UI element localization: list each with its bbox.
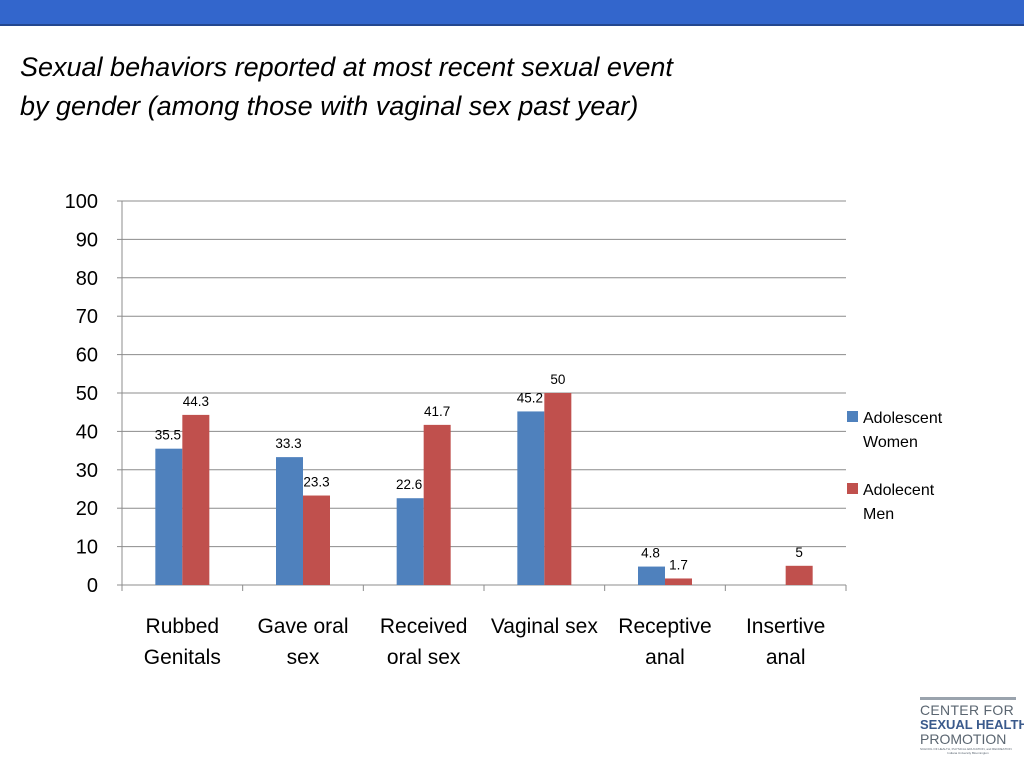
bar (638, 566, 665, 585)
top-banner (0, 0, 1024, 26)
bar (155, 448, 183, 585)
legend-label: Women (863, 434, 918, 451)
y-tick-label: 90 (76, 229, 98, 251)
data-label: 33.3 (275, 436, 301, 451)
y-tick-label: 100 (65, 191, 98, 213)
x-category-label: oral sex (387, 646, 461, 669)
x-category-label: Vaginal sex (491, 615, 599, 638)
data-label: 22.6 (396, 477, 422, 492)
legend-label: Adolescent (863, 410, 943, 427)
bar (423, 424, 451, 585)
logo-line-4: SCHOOL OF HEALTH, PHYSICAL EDUCATION, an… (920, 747, 1012, 751)
bar-chart: 0 10 20 30 40 50 60 70 80 90 100 35.5 44.3 Rubbed Geni… (65, 191, 943, 669)
y-tick-label: 0 (87, 575, 98, 597)
bar (665, 578, 692, 585)
y-tick-label: 60 (76, 345, 98, 367)
data-label: 35.5 (155, 428, 181, 443)
y-tick-label: 40 (76, 421, 98, 443)
bar (785, 565, 813, 585)
title-line-1: Sexual behaviors reported at most recent… (20, 52, 673, 82)
x-category-label: anal (766, 646, 806, 669)
x-category-label: Received (380, 615, 468, 638)
x-category-label: Insertive (746, 615, 825, 638)
bar (517, 411, 545, 585)
data-label: 23.3 (303, 475, 329, 490)
y-tick-label: 10 (76, 537, 98, 559)
logo-line-5: Indiana University Bloomington (947, 751, 989, 755)
logo-line-2: SEXUAL HEALTH (920, 717, 1024, 732)
y-tick-label: 70 (76, 306, 98, 328)
legend-swatch (847, 411, 858, 422)
y-tick-label: 50 (76, 383, 98, 405)
slide-title: Sexual behaviors reported at most recent… (20, 48, 780, 126)
x-category-label: Gave oral (257, 615, 348, 638)
logo-line-1: CENTER FOR (920, 702, 1014, 718)
y-tick-label: 30 (76, 460, 98, 482)
title-line-2: by gender (among those with vaginal sex … (20, 91, 639, 121)
data-label: 1.7 (669, 557, 688, 572)
logo-line-3: PROMOTION (920, 731, 1007, 747)
bar (544, 393, 572, 585)
data-label: 45.2 (517, 390, 543, 405)
data-label: 4.8 (641, 546, 660, 561)
bar (276, 457, 303, 585)
x-category-label: anal (645, 646, 685, 669)
bar (396, 498, 424, 585)
data-label: 50 (550, 372, 565, 387)
data-label: 41.7 (424, 404, 450, 419)
bar (182, 414, 210, 585)
y-tick-label: 20 (76, 498, 98, 520)
bar (303, 495, 330, 585)
center-logo: CENTER FOR SEXUAL HEALTH PROMOTION SCHOO… (920, 697, 1024, 759)
data-label: 5 (795, 545, 803, 560)
x-category-label: Genitals (144, 646, 221, 669)
x-category-label: Rubbed (146, 615, 220, 638)
legend-label: Men (863, 506, 894, 523)
logo-rule (920, 697, 1016, 700)
x-category-label: Receptive (618, 615, 711, 638)
y-tick-label: 80 (76, 268, 98, 290)
legend-label: Adolecent (863, 482, 935, 499)
x-category-label: sex (287, 646, 320, 669)
legend-swatch (847, 483, 858, 494)
data-label: 44.3 (183, 394, 209, 409)
